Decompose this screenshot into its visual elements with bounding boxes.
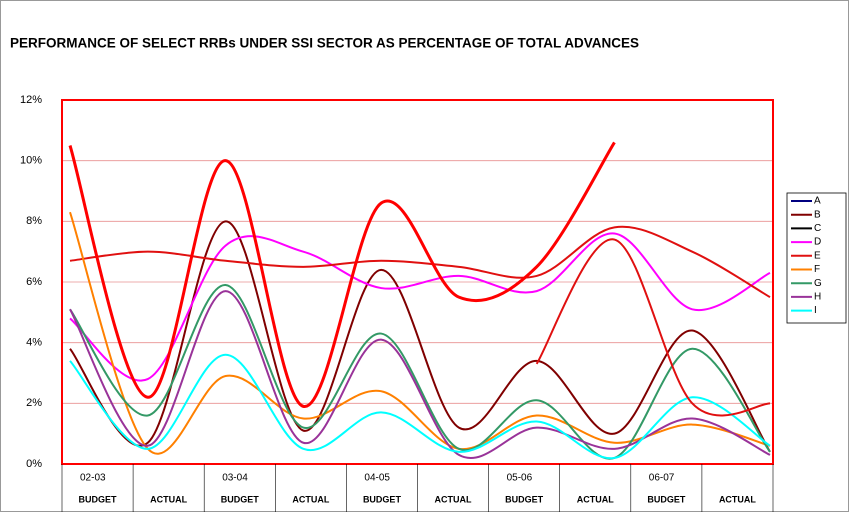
chart-title: PERFORMANCE OF SELECT RRBs UNDER SSI SEC… xyxy=(10,36,639,51)
x-tick-label: ACTUAL xyxy=(292,494,329,504)
x-tick-label: ACTUAL xyxy=(577,494,614,504)
legend-label: B xyxy=(814,209,821,220)
legend-label: C xyxy=(814,223,821,234)
legend-label: A xyxy=(814,196,821,207)
y-tick-label: 8% xyxy=(26,215,42,227)
y-tick-label: 10% xyxy=(20,155,42,167)
series-line xyxy=(69,211,771,455)
y-tick-label: 12% xyxy=(20,94,42,106)
x-tick-label: BUDGET xyxy=(647,494,686,504)
series-line xyxy=(535,238,771,417)
x-tick-label: ACTUAL xyxy=(719,494,756,504)
x-tick-label: ACTUAL xyxy=(150,494,187,504)
y-tick-label: 2% xyxy=(26,397,42,409)
legend-label: E xyxy=(814,250,821,261)
legend-label: I xyxy=(814,305,817,316)
y-tick-label: 4% xyxy=(26,337,42,349)
x-group-label: 04-05 xyxy=(364,473,390,484)
x-group-label: 03-04 xyxy=(222,473,248,484)
series-line xyxy=(69,290,771,459)
series-line xyxy=(69,232,771,382)
x-tick-label: BUDGET xyxy=(363,494,402,504)
x-tick-label: BUDGET xyxy=(505,494,544,504)
legend-label: H xyxy=(814,292,821,303)
x-tick-label: BUDGET xyxy=(221,494,260,504)
y-tick-label: 6% xyxy=(26,276,42,288)
legend-label: G xyxy=(814,278,822,289)
x-group-label: 02-03 xyxy=(80,473,106,484)
series-line xyxy=(69,353,771,459)
x-tick-label: BUDGET xyxy=(79,494,118,504)
x-group-label: 05-06 xyxy=(507,473,533,484)
x-tick-label: ACTUAL xyxy=(435,494,472,504)
y-tick-label: 0% xyxy=(26,458,42,470)
x-group-label: 06-07 xyxy=(649,473,675,484)
series-line xyxy=(69,284,771,460)
series-line xyxy=(69,220,771,453)
legend-label: F xyxy=(814,264,820,275)
series-line xyxy=(68,141,616,408)
legend-label: D xyxy=(814,237,821,248)
